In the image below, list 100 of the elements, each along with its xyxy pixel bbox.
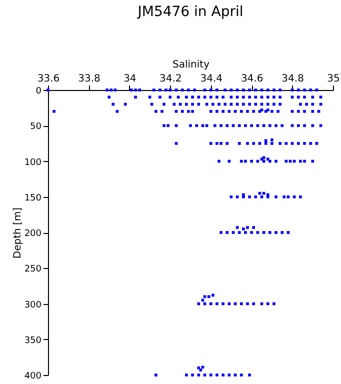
point (272, 102, 276, 106)
point (242, 96, 245, 99)
point (220, 231, 222, 234)
point (280, 124, 284, 128)
point (254, 102, 258, 106)
point (158, 96, 162, 99)
point (274, 195, 278, 198)
point (197, 374, 200, 376)
point (160, 110, 164, 113)
point (264, 142, 268, 145)
point (299, 160, 302, 163)
point (303, 124, 306, 128)
point (191, 110, 194, 113)
point (203, 374, 206, 376)
point (189, 124, 192, 128)
point (218, 102, 220, 106)
point (158, 88, 162, 92)
point (197, 96, 200, 99)
point (303, 142, 306, 145)
point (290, 124, 294, 128)
point (278, 102, 282, 106)
point (244, 124, 247, 128)
point (220, 142, 222, 145)
point (299, 102, 302, 106)
point (244, 160, 247, 163)
point (174, 124, 178, 128)
point (230, 96, 233, 99)
point (258, 142, 262, 145)
point (193, 88, 196, 92)
point (197, 102, 200, 106)
point (266, 102, 270, 106)
point (222, 96, 224, 99)
x-tick-label: 35 (327, 74, 340, 84)
point (309, 142, 312, 145)
point (311, 160, 314, 163)
point (292, 195, 296, 198)
point (252, 110, 256, 113)
point (266, 302, 270, 306)
point (236, 226, 239, 229)
x-tick-label: 34.8 (282, 74, 304, 84)
point (124, 102, 127, 106)
point (319, 124, 322, 128)
point (270, 138, 274, 142)
point (185, 96, 188, 99)
point (232, 124, 235, 128)
point (209, 96, 212, 99)
point (224, 102, 227, 106)
point (106, 88, 108, 92)
x-tick-label: 34.4 (200, 74, 222, 84)
point (240, 302, 243, 306)
point (256, 231, 260, 234)
point (246, 302, 249, 306)
point (116, 110, 119, 113)
point (272, 302, 276, 306)
point (134, 88, 137, 92)
point (274, 160, 278, 163)
point (309, 88, 312, 92)
point (134, 96, 137, 99)
point (242, 228, 245, 230)
point (230, 195, 233, 198)
point (280, 231, 284, 234)
point (284, 142, 288, 145)
point (290, 142, 294, 145)
point (286, 231, 290, 234)
point (220, 124, 222, 128)
point (268, 124, 272, 128)
y-tick-label: 50 (30, 122, 42, 132)
point (296, 110, 300, 113)
point (252, 226, 256, 229)
point (290, 110, 294, 113)
y-tick-label: 400 (24, 372, 42, 382)
point (180, 88, 184, 92)
point (168, 88, 172, 92)
point (250, 231, 253, 234)
point (244, 231, 247, 234)
point (248, 102, 251, 106)
point (238, 142, 241, 145)
point (216, 110, 218, 113)
point (168, 96, 172, 99)
point (246, 142, 249, 145)
point (274, 124, 278, 128)
point (319, 96, 322, 99)
point (252, 142, 256, 145)
point (315, 142, 318, 145)
point (248, 374, 251, 376)
point (311, 110, 314, 113)
x-tick-label: 34.2 (160, 74, 182, 84)
point (278, 142, 282, 145)
point (260, 96, 264, 99)
point (278, 96, 282, 99)
point (272, 96, 276, 99)
point (248, 195, 251, 198)
point (248, 96, 251, 99)
point (272, 88, 276, 92)
point (174, 88, 178, 92)
point (216, 142, 218, 145)
point (311, 96, 314, 99)
point (130, 88, 133, 92)
point (254, 96, 258, 99)
point (112, 102, 115, 106)
